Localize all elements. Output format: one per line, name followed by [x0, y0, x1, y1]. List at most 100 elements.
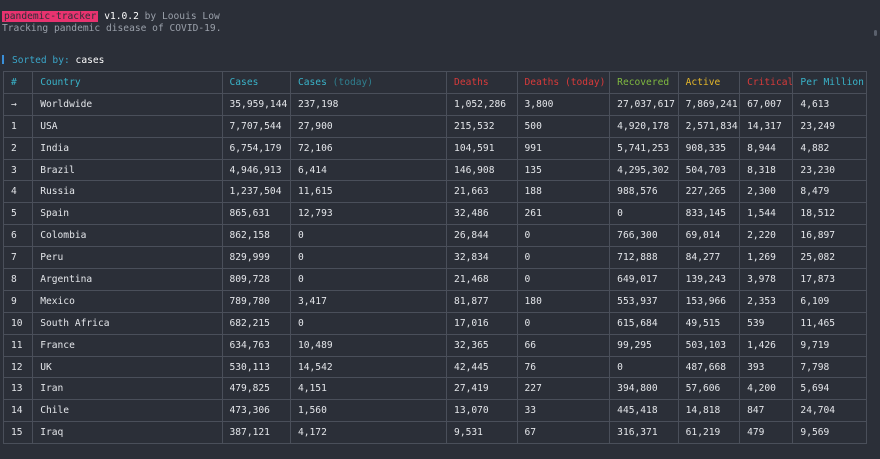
cell-cases: 387,121: [221, 421, 291, 445]
cell-deaths: 21,663: [446, 180, 518, 204]
cell-cases-today: 11,615: [289, 180, 448, 204]
cell-recovered: 615,684: [609, 311, 679, 335]
header-deaths-today: Deaths (today): [516, 71, 611, 94]
cell-critical: 393: [739, 355, 794, 379]
cell-active: 153,966: [677, 289, 741, 313]
header-recovered: Recovered: [609, 71, 679, 94]
cell-deaths: 27,419: [446, 377, 518, 401]
author-prefix: by: [144, 11, 157, 22]
cell-recovered: 553,937: [609, 289, 679, 313]
cell-critical: 8,318: [739, 158, 794, 182]
cell-active: 49,515: [677, 311, 741, 335]
cell-critical: 2,353: [739, 289, 794, 313]
cell-deaths: 32,834: [446, 246, 518, 270]
cell-per-million: 18,512: [792, 202, 867, 226]
cell-index: 10: [2, 311, 34, 335]
cell-recovered: 394,800: [609, 377, 679, 401]
cell-active: 57,606: [677, 377, 741, 401]
cell-active: 487,668: [677, 355, 741, 379]
cell-cases-today: 3,417: [289, 289, 448, 313]
table-row: 8 Argentina 809,728 0 21,468 0 649,017 139,243 3…: [2, 268, 867, 291]
cell-index: →: [2, 92, 34, 116]
cell-recovered: 99,295: [609, 333, 679, 357]
cell-critical: 1,426: [739, 333, 794, 357]
cell-cases-today: 0: [289, 268, 448, 291]
cell-deaths: 32,365: [446, 333, 518, 357]
cell-deaths: 215,532: [446, 114, 518, 138]
cell-country: Iraq: [32, 421, 223, 445]
cell-per-million: 23,230: [792, 158, 867, 182]
cell-deaths-today: 261: [516, 202, 611, 226]
app-header: pandemic-tracker v1.0.2 by Loouis Low Tr…: [2, 11, 222, 35]
cell-country: Worldwide: [32, 92, 223, 116]
scrollbar-thumb[interactable]: [874, 30, 877, 36]
table-row: → Worldwide 35,959,144 237,198 1,052,286 3,80…: [2, 92, 867, 116]
cell-index: 3: [2, 158, 34, 182]
cell-country: Argentina: [32, 268, 223, 291]
header-cases-today: Cases (today): [289, 71, 448, 94]
cell-critical: 3,978: [739, 268, 794, 291]
cell-cases: 4,946,913: [221, 158, 291, 182]
cell-country: Brazil: [32, 158, 223, 182]
app-name-badge: pandemic-tracker: [2, 11, 99, 22]
header-cases: Cases: [221, 71, 291, 94]
cell-deaths-today: 180: [516, 289, 611, 313]
cell-deaths: 1,052,286: [446, 92, 518, 116]
table-header-row: # Country Cases Cases (today) Deaths Dea…: [2, 71, 867, 94]
cell-deaths: 146,908: [446, 158, 518, 182]
cell-per-million: 23,249: [792, 114, 867, 138]
cell-critical: 1,544: [739, 202, 794, 226]
cell-cases: 809,728: [221, 268, 291, 291]
cell-deaths-today: 0: [516, 311, 611, 335]
cell-critical: 2,220: [739, 224, 794, 248]
table-row: 5 Spain 865,631 12,793 32,486 261 0 833,145 1,54…: [2, 202, 867, 226]
cell-country: South Africa: [32, 311, 223, 335]
cell-cases: 7,707,544: [221, 114, 291, 138]
cell-active: 2,571,834: [677, 114, 741, 138]
cell-index: 2: [2, 136, 34, 160]
cell-index: 11: [2, 333, 34, 357]
cell-active: 84,277: [677, 246, 741, 270]
cell-recovered: 712,888: [609, 246, 679, 270]
cell-country: Colombia: [32, 224, 223, 248]
table-row: 13 Iran 479,825 4,151 27,419 227 394,800 57,606…: [2, 377, 867, 401]
cell-deaths-today: 500: [516, 114, 611, 138]
cell-active: 69,014: [677, 224, 741, 248]
table-row: 12 UK 530,113 14,542 42,445 76 0 487,668 393 7,79…: [2, 355, 867, 379]
table-row: 7 Peru 829,999 0 32,834 0 712,888 84,277 1,269 25…: [2, 246, 867, 270]
stats-table: # Country Cases Cases (today) Deaths Dea…: [2, 71, 867, 445]
cell-index: 8: [2, 268, 34, 291]
header-critical: Critical: [739, 71, 794, 94]
cell-cases: 530,113: [221, 355, 291, 379]
cell-cases: 789,780: [221, 289, 291, 313]
cell-cases-today: 72,106: [289, 136, 448, 160]
cell-cases-today: 6,414: [289, 158, 448, 182]
cell-critical: 1,269: [739, 246, 794, 270]
cell-critical: 539: [739, 311, 794, 335]
cell-cases: 479,825: [221, 377, 291, 401]
cell-active: 14,818: [677, 399, 741, 423]
cell-index: 9: [2, 289, 34, 313]
cell-deaths: 9,531: [446, 421, 518, 445]
cell-cases-today: 4,151: [289, 377, 448, 401]
cell-cases-today: 10,489: [289, 333, 448, 357]
cell-cases-today: 0: [289, 311, 448, 335]
cell-country: Spain: [32, 202, 223, 226]
cell-per-million: 9,569: [792, 421, 867, 445]
cell-deaths-today: 67: [516, 421, 611, 445]
cell-per-million: 25,082: [792, 246, 867, 270]
cell-country: Mexico: [32, 289, 223, 313]
cell-recovered: 4,295,302: [609, 158, 679, 182]
cell-deaths-today: 0: [516, 224, 611, 248]
cell-country: India: [32, 136, 223, 160]
cell-cases: 473,306: [221, 399, 291, 423]
cell-cases: 35,959,144: [221, 92, 291, 116]
cell-active: 503,103: [677, 333, 741, 357]
cell-per-million: 4,882: [792, 136, 867, 160]
sort-value: cases: [75, 55, 105, 66]
cell-critical: 479: [739, 421, 794, 445]
cell-country: UK: [32, 355, 223, 379]
cell-critical: 14,317: [739, 114, 794, 138]
cell-cases-today: 12,793: [289, 202, 448, 226]
cell-per-million: 17,873: [792, 268, 867, 291]
